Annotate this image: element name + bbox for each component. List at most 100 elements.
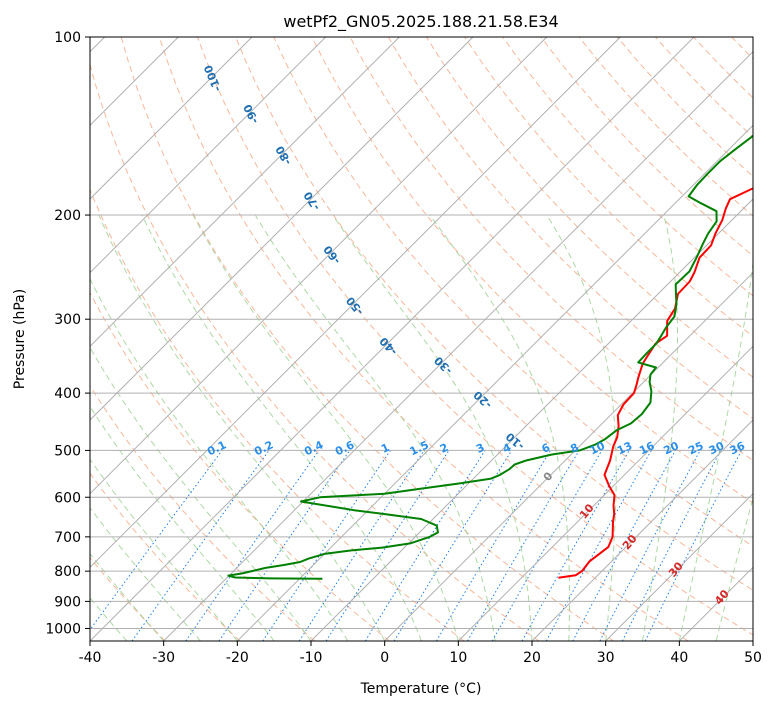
y-tick-label: 1000 — [45, 621, 81, 637]
moist-adiabat-line — [98, 214, 386, 641]
line-label: -40 — [377, 334, 400, 358]
isotherm-line — [90, 37, 548, 495]
isotherm-line — [605, 492, 753, 641]
line-label: 3 — [474, 441, 486, 456]
line-label: 25 — [686, 439, 705, 457]
dry-adiabat-line — [502, 37, 753, 297]
mixing-ratio-line — [90, 450, 223, 631]
x-tick-label: 20 — [523, 650, 541, 666]
isotherm-line — [384, 271, 753, 641]
x-axis-label: Temperature (°C) — [360, 681, 482, 697]
moist-adiabats — [90, 214, 753, 641]
y-tick-label: 800 — [54, 564, 81, 580]
moist-adiabat-line — [678, 258, 753, 641]
isotherm-line — [457, 345, 753, 641]
dry-adiabat-line — [425, 37, 753, 378]
dry-adiabat-line — [387, 37, 753, 420]
moist-adiabat-line — [642, 214, 678, 641]
line-label: 0.4 — [302, 438, 325, 458]
line-label: 1 — [379, 441, 391, 456]
dry-adiabat-line — [90, 384, 316, 641]
dry-adiabat-line — [693, 37, 753, 99]
profile-line — [558, 187, 753, 579]
isotherm-line — [90, 37, 474, 421]
mixing-ratio-line — [644, 450, 742, 641]
isotherm-line — [310, 198, 753, 641]
skewed-isotherms — [90, 37, 753, 641]
x-tick-label: -10 — [300, 650, 323, 666]
moist-adiabat-line — [192, 214, 459, 641]
moist-adiabat-line — [90, 346, 312, 641]
line-label: 0.2 — [252, 438, 275, 458]
mixing-ratio-line — [521, 450, 630, 641]
dry-adiabat-line — [464, 37, 753, 337]
moist-adiabat-line — [90, 405, 275, 641]
moist-adiabat-line — [429, 214, 570, 641]
dry-adiabat-line — [311, 37, 753, 504]
line-label: -20 — [471, 388, 495, 411]
line-label: 20 — [620, 532, 640, 552]
moist-adiabat-line — [141, 214, 422, 641]
mixing-ratio-line — [298, 450, 425, 641]
dry-adiabat-line — [90, 472, 241, 641]
line-label: 30 — [707, 439, 727, 457]
moist-adiabat-line — [90, 506, 201, 641]
line-annotations: -100-90-80-70-60-50-40-30-20-10010203040… — [201, 63, 747, 608]
mixing-ratio-line — [599, 450, 701, 641]
dry-adiabat-line — [273, 37, 753, 547]
mixing-ratio-line — [621, 450, 722, 641]
mixing-ratio-line — [262, 450, 391, 641]
mixing-ratio-line — [325, 450, 450, 641]
y-tick-label: 100 — [54, 30, 81, 46]
mixing-ratio-line — [435, 450, 552, 641]
mixing-ratio-line — [572, 450, 676, 641]
isotherm-line — [163, 50, 753, 641]
line-label: -30 — [432, 353, 455, 377]
isotherm-line — [531, 419, 753, 641]
mixing-ratio-lines — [90, 450, 742, 641]
isotherm-line — [752, 640, 753, 641]
isotherm-line — [678, 566, 753, 641]
plot-area: -100-90-80-70-60-50-40-30-20-10010203040… — [90, 37, 775, 641]
y-axis-ticks: 100 200 300 400 500 600 700 800 900 1000 — [45, 30, 90, 637]
dry-adiabat-line — [349, 37, 753, 462]
line-label: 1.5 — [408, 438, 431, 458]
line-label: 6 — [540, 441, 553, 456]
dry-adiabat-line — [90, 291, 390, 641]
dry-adiabat-line — [158, 37, 689, 641]
y-tick-label: 500 — [54, 443, 81, 459]
y-tick-label: 900 — [54, 594, 81, 610]
dry-adiabat-line — [770, 37, 775, 641]
mixing-ratio-line — [364, 450, 486, 641]
x-axis-ticks: -40 -30 -20 -10 0 10 20 30 40 50 — [79, 641, 762, 666]
x-tick-label: 50 — [744, 650, 762, 666]
moist-adiabat-line — [90, 552, 165, 641]
line-label: 0.1 — [205, 438, 228, 458]
isotherm-line — [90, 37, 400, 348]
dry-adiabat-line — [90, 188, 465, 641]
mixing-ratio-line — [218, 450, 351, 641]
line-label: 20 — [662, 439, 682, 457]
x-tick-label: 10 — [449, 650, 467, 666]
moist-adiabat-line — [546, 214, 617, 641]
profile-line — [227, 134, 753, 580]
x-tick-label: -40 — [79, 650, 102, 666]
y-tick-label: 400 — [54, 386, 81, 402]
dry-adiabat-line — [655, 37, 753, 138]
isotherm-line — [90, 37, 327, 274]
mixing-ratio-line — [545, 450, 652, 641]
x-tick-label: 0 — [380, 650, 389, 666]
mixing-ratio-line — [185, 450, 320, 641]
plot-frame — [89, 36, 754, 642]
line-label: -100 — [201, 63, 224, 94]
isotherm-line — [90, 37, 253, 200]
line-label: 0.6 — [333, 438, 356, 458]
dry-adiabat-line — [120, 37, 614, 641]
line-label: 16 — [637, 439, 657, 457]
line-label: 36 — [728, 439, 748, 457]
line-label: -90 — [241, 102, 262, 126]
profile-series — [227, 134, 753, 580]
y-tick-label: 600 — [54, 490, 81, 506]
moist-adiabat-line — [752, 639, 753, 641]
